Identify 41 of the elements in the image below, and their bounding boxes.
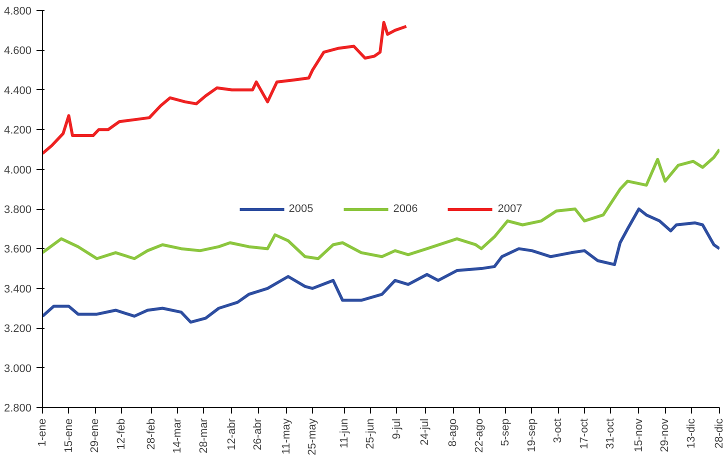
y-tick-label: 3.200 (4, 323, 32, 336)
x-tick-label: 13-dic (685, 418, 698, 448)
x-tick-label: 8-ago (447, 418, 460, 447)
legend-label: 2006 (393, 202, 418, 214)
y-tick-label: 3.400 (4, 283, 32, 296)
y-tick-label: 3.800 (4, 204, 32, 216)
x-tick-label: 19-sep (526, 418, 538, 452)
y-tick-label: 4.000 (4, 164, 32, 176)
x-tick-label: 29-nov (659, 418, 672, 452)
x-tick-label: 15-ene (62, 418, 75, 453)
x-tick-label: 15-nov (632, 418, 645, 452)
y-tick-label: 3.600 (4, 244, 32, 256)
y-tick-label: 4.400 (4, 84, 32, 97)
x-tick-label: 11-jun (338, 418, 350, 448)
x-tick-label: 1-ene (36, 418, 48, 447)
x-tick-label: 26-abr (252, 418, 264, 450)
x-tick-label: 25-jun (364, 418, 377, 450)
y-tick-label: 4.200 (4, 124, 32, 137)
x-tick-label: 29-ene (89, 418, 102, 453)
x-tick-label: 11-may (280, 418, 292, 454)
y-tick-label: 2.800 (4, 402, 32, 414)
y-tick-label: 3.000 (4, 362, 32, 375)
x-tick-label: 28-feb (145, 418, 158, 450)
x-tick-label: 31-oct (604, 418, 617, 450)
x-tick-label: 14-mar (172, 418, 184, 454)
x-tick-label: 5-sep (500, 418, 512, 446)
x-tick-label: 25-may (306, 418, 319, 456)
x-tick-label: 28-mar (198, 418, 210, 454)
x-tick-label: 17-oct (578, 418, 590, 450)
x-tick-label: 24-jul (419, 418, 432, 446)
x-tick-label: 12-feb (115, 418, 128, 450)
y-tick-label: 4.600 (4, 45, 32, 58)
x-tick-label: 22-ago (473, 418, 486, 453)
x-tick-label: 9-jul (390, 418, 403, 440)
x-tick-label: 28-dic (714, 418, 726, 448)
y-tick-label: 4.800 (4, 6, 32, 18)
line-series (42, 20, 408, 155)
legend-label: 2007 (498, 202, 522, 214)
legend-label: 2005 (288, 202, 314, 214)
x-tick-label: 12-abr (226, 418, 238, 450)
x-tick-label: 3-oct (552, 418, 564, 443)
